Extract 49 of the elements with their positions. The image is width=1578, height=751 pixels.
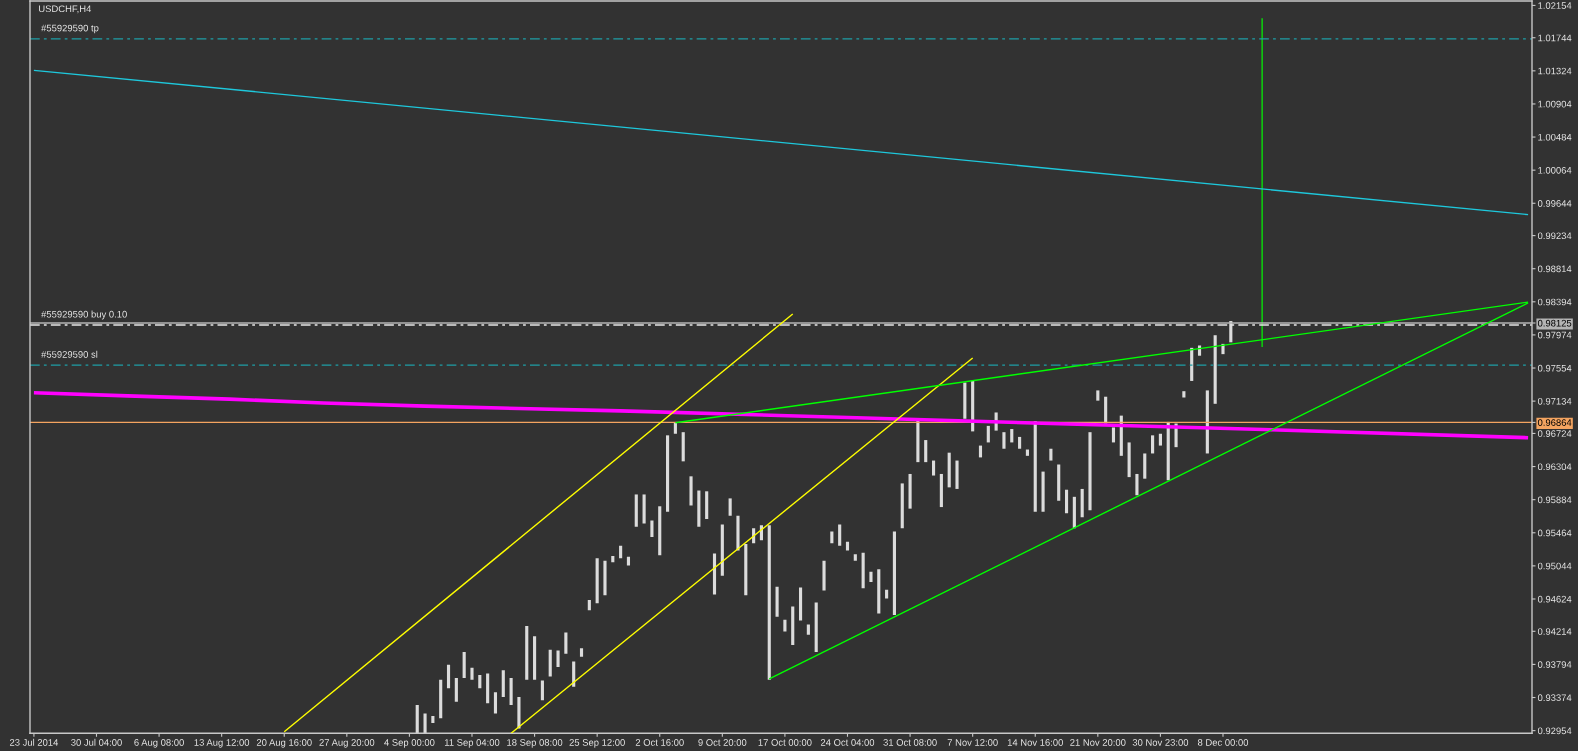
x-tick-label: 23 Jul 2014 xyxy=(9,738,59,746)
y-tick-label: 0.95044 xyxy=(1537,562,1572,570)
y-tick-label: 0.97134 xyxy=(1537,397,1572,405)
y-tick-label: 0.96864 xyxy=(1537,419,1572,426)
y-tick-label: 0.95884 xyxy=(1537,496,1572,504)
y-tick-label: 0.93794 xyxy=(1537,661,1572,668)
x-tick-label: 6 Aug 08:00 xyxy=(134,739,184,748)
x-tick-label: 4 Sep 00:00 xyxy=(384,739,435,748)
x-tick-label: 8 Dec 00:00 xyxy=(1197,739,1249,746)
y-tick-label: 0.94624 xyxy=(1537,595,1572,603)
ref-line-label: #55929590 sl xyxy=(41,350,98,358)
x-tick-label: 18 Sep 08:00 xyxy=(507,739,563,748)
y-tick-label: 0.98394 xyxy=(1537,298,1572,306)
y-tick-label: 0.99234 xyxy=(1537,232,1572,240)
y-tick-label: 0.95464 xyxy=(1537,529,1572,537)
x-tick-label: 30 Nov 23:00 xyxy=(1132,739,1189,746)
y-tick-label: 0.99644 xyxy=(1537,200,1572,207)
x-tick-label: 21 Nov 20:00 xyxy=(1070,739,1126,746)
y-tick-label: 0.93374 xyxy=(1537,694,1572,702)
y-tick-label: 0.98125 xyxy=(1537,319,1572,327)
x-tick-label: 30 Jul 04:00 xyxy=(71,738,122,746)
x-tick-label: 13 Aug 12:00 xyxy=(194,739,250,748)
x-tick-label: 17 Oct 00:00 xyxy=(758,739,812,746)
y-tick-label: 0.94214 xyxy=(1537,628,1572,635)
ref-line-label: #55929590 buy 0.10 xyxy=(41,310,127,320)
y-tick-label: 0.97554 xyxy=(1537,364,1572,372)
y-tick-label: 0.97974 xyxy=(1537,331,1572,339)
y-tick-label: 0.96724 xyxy=(1537,430,1572,437)
x-tick-label: 27 Aug 20:00 xyxy=(319,739,375,748)
y-tick-label: 1.01324 xyxy=(1538,67,1572,75)
y-tick-label: 0.98814 xyxy=(1537,265,1572,273)
x-tick-label: 11 Sep 04:00 xyxy=(444,739,500,748)
x-tick-label: 7 Nov 12:00 xyxy=(947,739,998,746)
ref-line-label: #55929590 tp xyxy=(41,24,99,34)
x-tick-label: 25 Sep 12:00 xyxy=(569,739,625,748)
x-tick-label: 2 Oct 16:00 xyxy=(635,739,684,746)
chart-title: USDCHF,H4 xyxy=(39,5,92,14)
x-tick-label: 14 Nov 16:00 xyxy=(1007,739,1063,746)
y-tick-label: 1.00904 xyxy=(1538,100,1572,108)
x-tick-label: 31 Oct 08:00 xyxy=(883,739,937,746)
y-tick-label: 1.02154 xyxy=(1538,2,1572,9)
x-tick-label: 24 Oct 04:00 xyxy=(820,739,875,746)
x-tick-label: 20 Aug 16:00 xyxy=(256,739,312,748)
y-tick-label: 1.00484 xyxy=(1538,133,1572,141)
x-tick-label: 9 Oct 20:00 xyxy=(698,739,747,746)
y-tick-label: 0.96304 xyxy=(1537,463,1572,471)
y-tick-label: 0.92954 xyxy=(1537,727,1572,735)
y-tick-label: 1.00064 xyxy=(1538,166,1572,174)
y-tick-label: 1.01744 xyxy=(1538,34,1572,42)
